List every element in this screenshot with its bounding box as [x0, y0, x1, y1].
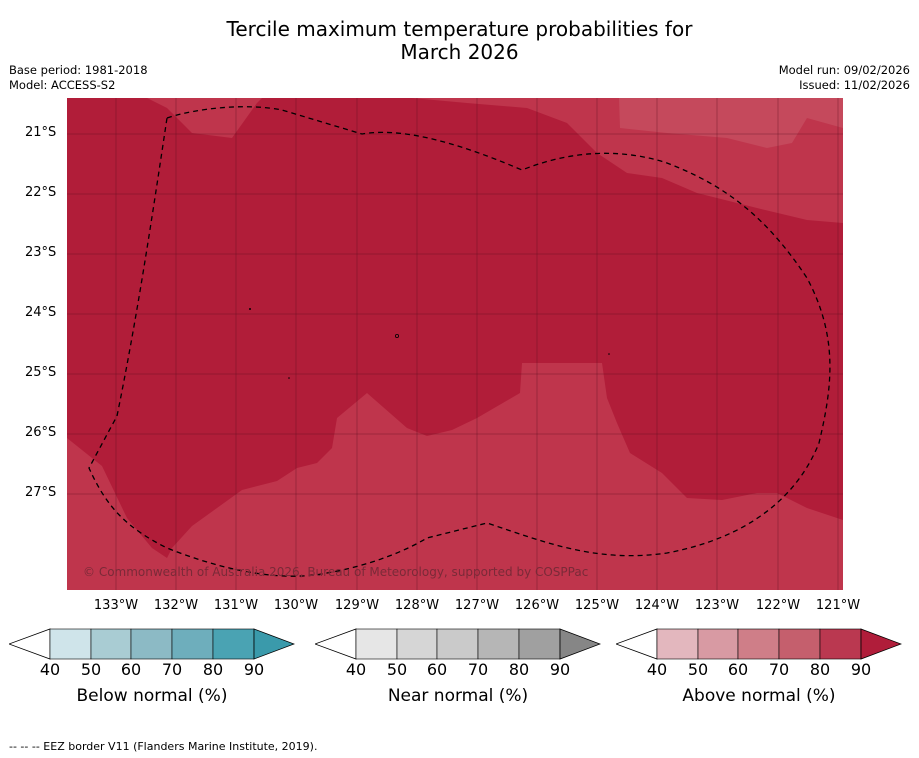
above-bin-70: [737, 628, 780, 660]
below-bin-60: [90, 628, 132, 660]
copyright-notice: © Commonwealth of Australia 2026, Bureau…: [83, 565, 589, 579]
issued-date: Issued: 11/02/2026: [799, 78, 910, 92]
near-bin-50: [355, 628, 398, 660]
region-above-80-90: [67, 98, 843, 558]
lon-label-127w: 127°W: [454, 598, 500, 613]
lat-label-26s: 26°S: [25, 425, 57, 440]
near-normal-label: Near normal (%): [387, 686, 529, 706]
lon-label-133w: 133°W: [93, 598, 139, 613]
model-run: Model run: 09/02/2026: [778, 63, 910, 77]
region-above-60-70: [619, 98, 843, 148]
lat-label-23s: 23°S: [25, 245, 57, 260]
near-bin-90: [518, 628, 561, 660]
above-bin-50: [656, 628, 699, 660]
lon-label-124w: 124°W: [634, 598, 680, 613]
lon-label-125w: 125°W: [574, 598, 620, 613]
below-under-arrow: [7, 628, 51, 660]
lon-label-129w: 129°W: [334, 598, 380, 613]
lat-label-27s: 27°S: [25, 485, 57, 500]
lon-label-130w: 130°W: [273, 598, 319, 613]
eez-footnote: -- -- -- EEZ border V11 (Flanders Marine…: [9, 740, 318, 753]
colorbar-below-normal: 40 50 60 70 80 90 Below normal (%): [7, 628, 296, 706]
near-tick-40: 40: [345, 660, 367, 679]
near-tick-80: 80: [508, 660, 530, 679]
island-4: [608, 353, 610, 355]
island-1: [249, 308, 251, 310]
island-3: [288, 377, 290, 379]
map-title: Tercile maximum temperature probabilitie…: [0, 18, 919, 64]
meta-left: Base period: 1981-2018 Model: ACCESS-S2: [9, 63, 148, 93]
colorbar-above-swatches: [614, 628, 903, 660]
above-tick-60: 60: [727, 660, 749, 679]
lon-label-123w: 123°W: [694, 598, 740, 613]
below-over-arrow: [253, 628, 296, 660]
colorbar-below-swatches: [7, 628, 296, 660]
near-bin-70: [436, 628, 479, 660]
lon-label-131w: 131°W: [213, 598, 259, 613]
lat-label-25s: 25°S: [25, 365, 57, 380]
lon-label-126w: 126°W: [514, 598, 560, 613]
near-tick-70: 70: [467, 660, 489, 679]
below-normal-label: Below normal (%): [76, 686, 228, 706]
below-tick-70: 70: [161, 660, 183, 679]
above-bin-60: [697, 628, 739, 660]
above-over-arrow: [860, 628, 903, 660]
near-bin-80: [477, 628, 520, 660]
above-normal-label: Above normal (%): [682, 686, 836, 706]
colorbar-above-normal: 40 50 60 70 80 90 Above normal (%): [614, 628, 903, 706]
map-svg: [67, 98, 843, 590]
title-line-2: March 2026: [400, 40, 519, 64]
probability-map: © Commonwealth of Australia 2026, Bureau…: [67, 98, 843, 590]
near-tick-90: 90: [549, 660, 571, 679]
colorbar-near-normal: 40 50 60 70 80 90 Near normal (%): [313, 628, 602, 706]
above-tick-90: 90: [850, 660, 872, 679]
above-bin-90: [819, 628, 862, 660]
above-tick-50: 50: [687, 660, 709, 679]
graticule: [67, 98, 843, 590]
colorbar-near-swatches: [313, 628, 602, 660]
below-bin-90: [212, 628, 255, 660]
near-under-arrow: [313, 628, 357, 660]
lon-label-122w: 122°W: [755, 598, 801, 613]
below-tick-40: 40: [39, 660, 61, 679]
base-period: Base period: 1981-2018: [9, 63, 148, 77]
below-tick-90: 90: [243, 660, 265, 679]
lat-label-24s: 24°S: [25, 305, 57, 320]
lon-label-128w: 128°W: [394, 598, 440, 613]
lon-label-132w: 132°W: [153, 598, 199, 613]
above-tick-70: 70: [768, 660, 790, 679]
model-name: Model: ACCESS-S2: [9, 78, 116, 92]
meta-right: Model run: 09/02/2026 Issued: 11/02/2026: [779, 63, 910, 93]
below-tick-50: 50: [80, 660, 102, 679]
lat-label-22s: 22°S: [25, 185, 57, 200]
near-tick-60: 60: [426, 660, 448, 679]
above-tick-40: 40: [646, 660, 668, 679]
below-bin-50: [49, 628, 92, 660]
above-under-arrow: [614, 628, 658, 660]
below-bin-70: [130, 628, 173, 660]
title-line-1: Tercile maximum temperature probabilitie…: [226, 17, 693, 41]
above-bin-80: [778, 628, 821, 660]
island-2: [394, 333, 399, 338]
lat-label-21s: 21°S: [25, 125, 57, 140]
below-bin-80: [171, 628, 214, 660]
above-tick-80: 80: [809, 660, 831, 679]
lon-label-121w: 121°W: [815, 598, 861, 613]
below-tick-60: 60: [120, 660, 142, 679]
near-bin-60: [396, 628, 438, 660]
near-over-arrow: [559, 628, 602, 660]
near-tick-50: 50: [386, 660, 408, 679]
below-tick-80: 80: [202, 660, 224, 679]
